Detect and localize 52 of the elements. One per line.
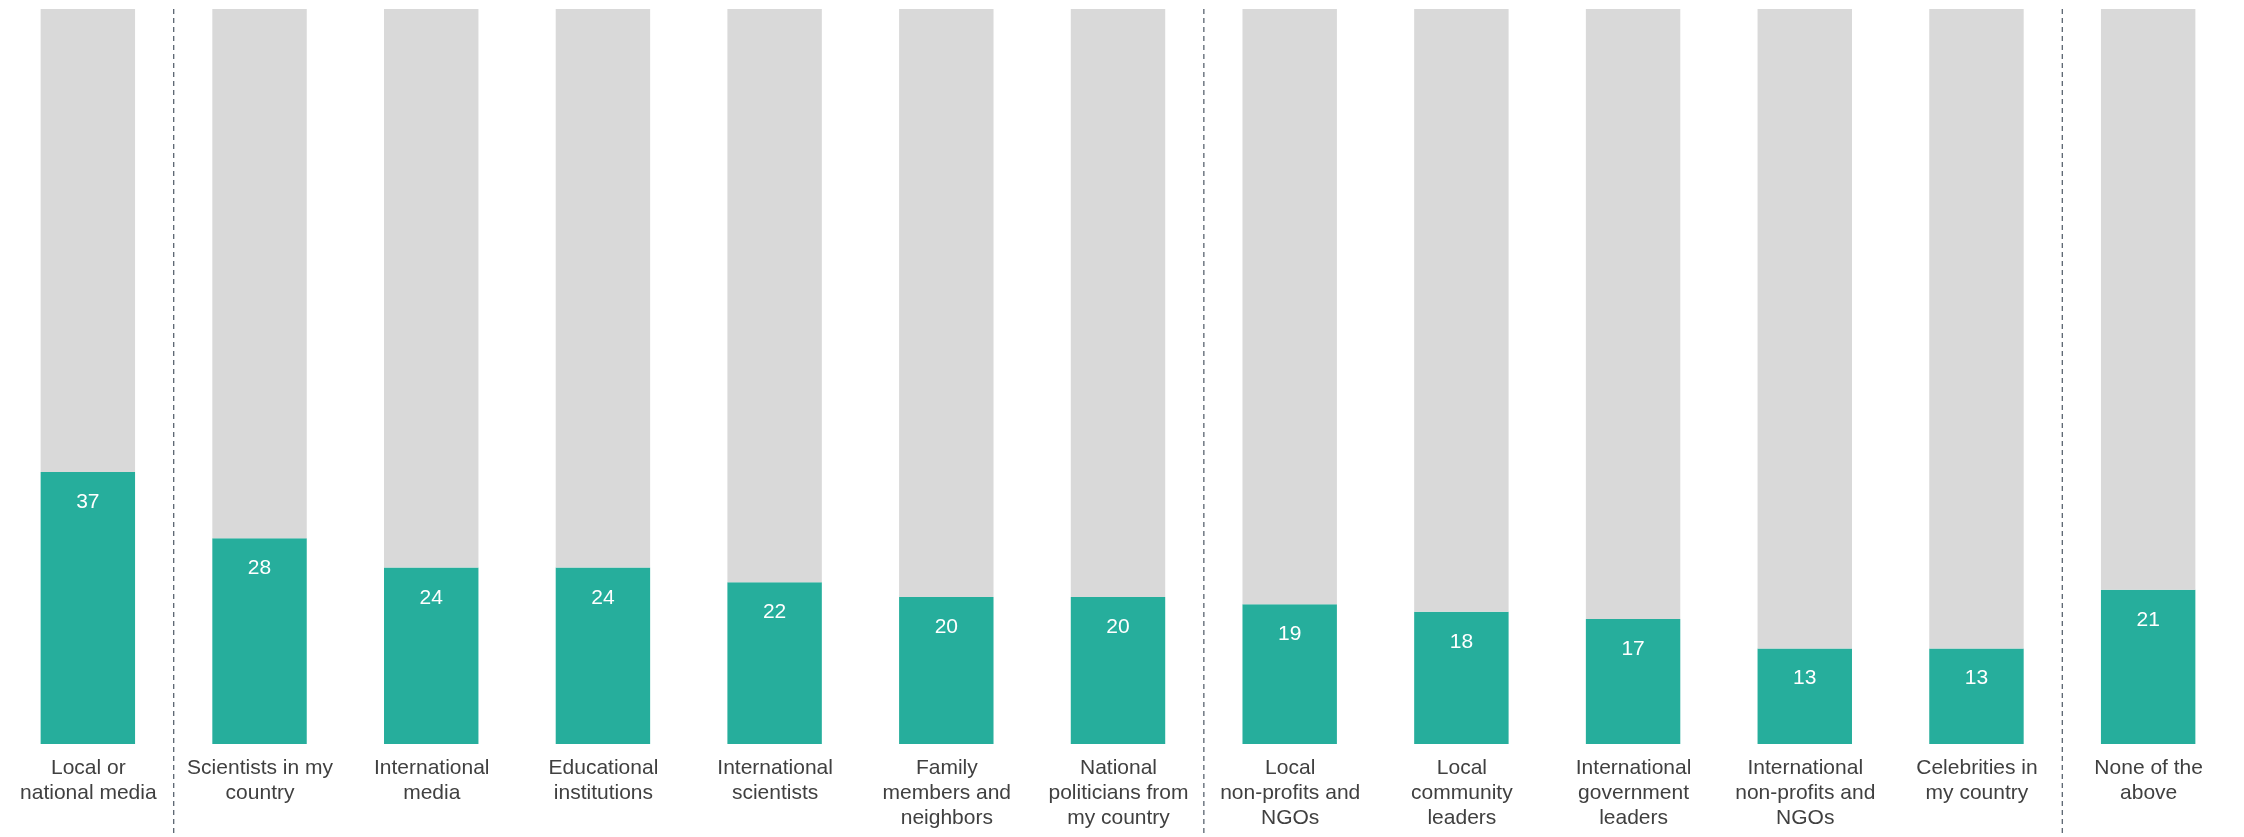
- x-tick-label: International media: [373, 754, 490, 803]
- data-label: 24: [419, 584, 444, 608]
- bar: [1242, 9, 1337, 605]
- bar: [384, 9, 479, 568]
- data-label: 13: [1793, 665, 1817, 689]
- bar: [1585, 9, 1681, 620]
- data-label: 22: [762, 599, 787, 623]
- bar: [2100, 589, 2196, 744]
- bar: [1757, 9, 1852, 649]
- bar: [1242, 604, 1337, 744]
- data-label: 17: [1621, 636, 1645, 660]
- data-label: 13: [1964, 665, 1989, 689]
- x-tick-label: International scientists: [717, 754, 833, 803]
- bar: [212, 9, 307, 539]
- x-tick-label: Celebrities in my country: [1916, 754, 2038, 803]
- data-label: 19: [1278, 621, 1302, 645]
- bar: [555, 567, 651, 744]
- bar: [727, 9, 822, 583]
- data-label: 20: [934, 614, 958, 637]
- x-tick-label: International government leaders: [1575, 754, 1692, 828]
- x-tick-label: Family members and neighbors: [882, 754, 1011, 828]
- data-label: 24: [591, 584, 615, 608]
- bar: [212, 538, 307, 744]
- x-tick-label: Scientists in my country: [187, 754, 334, 803]
- bar: [727, 582, 822, 744]
- x-tick-label: None of the above: [2094, 754, 2203, 803]
- data-label: 28: [247, 555, 272, 579]
- bar: [1414, 611, 1509, 744]
- bar: [1070, 597, 1166, 744]
- bar: [899, 597, 994, 744]
- bar: [1070, 9, 1166, 597]
- x-tick-label: Educational institutions: [548, 754, 659, 803]
- bar: [1929, 648, 2024, 744]
- bar: [2100, 9, 2196, 590]
- data-label: 21: [2136, 606, 2160, 630]
- bar: [1585, 619, 1681, 744]
- bar: [1414, 9, 1509, 612]
- bar: [384, 567, 479, 744]
- x-tick-label: Local community leaders: [1411, 754, 1514, 828]
- bar: [40, 9, 136, 473]
- data-label: 20: [1106, 614, 1130, 637]
- x-tick-label: International non-profits and NGOs: [1735, 754, 1876, 828]
- x-tick-label: Local or national media: [20, 754, 157, 803]
- bar: [40, 472, 136, 744]
- x-tick-label: National politicians from my country: [1048, 754, 1189, 828]
- data-label: 18: [1449, 628, 1474, 652]
- bar: [1757, 648, 1852, 744]
- x-tick-label: Local non-profits and NGOs: [1220, 754, 1361, 828]
- bar: [555, 9, 651, 568]
- bar: [1929, 9, 2024, 649]
- bar: [899, 9, 994, 597]
- data-label: 37: [76, 489, 100, 513]
